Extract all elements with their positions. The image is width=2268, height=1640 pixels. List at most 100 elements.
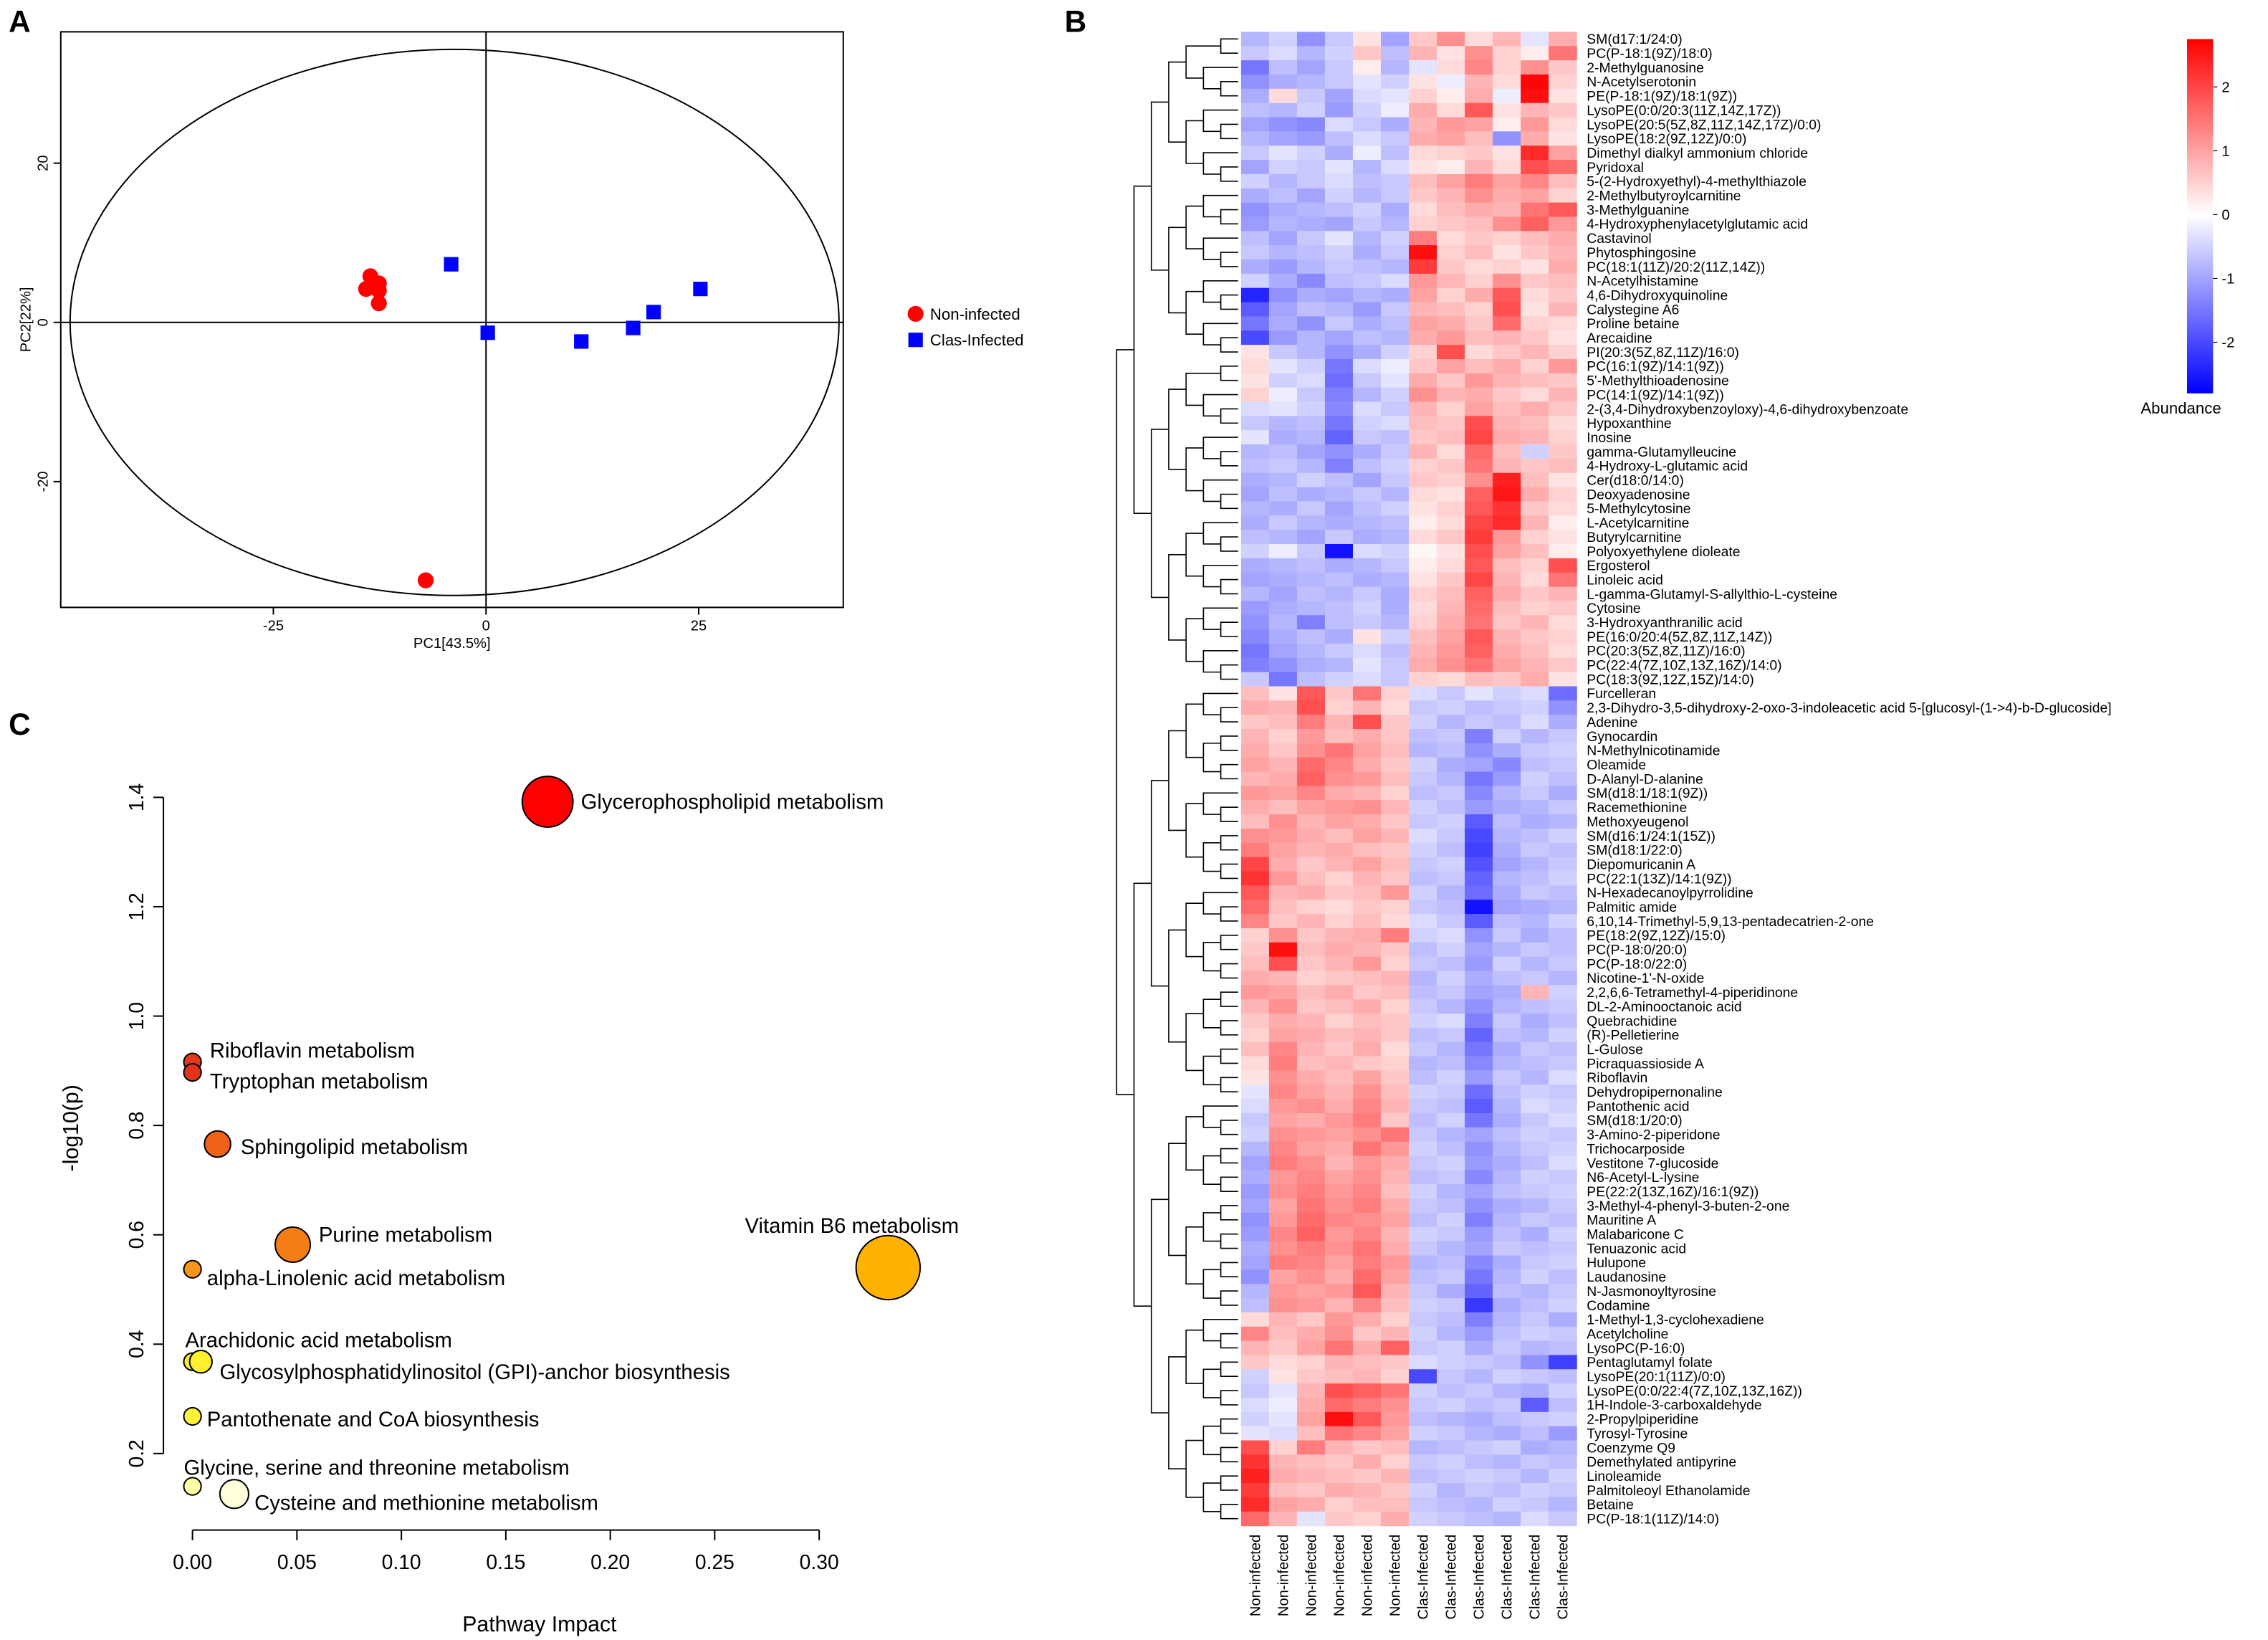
heatmap-cell: [1465, 786, 1493, 801]
heatmap-cell: [1324, 757, 1354, 773]
heatmap-cell: [1352, 88, 1382, 104]
heatmap-cell: [1465, 956, 1493, 972]
heatmap-cell: [1493, 1440, 1521, 1455]
heatmap-cell: [1493, 686, 1521, 701]
heatmap-cell: [1296, 1312, 1326, 1327]
heatmap-cell: [1352, 1070, 1382, 1085]
heatmap-cell: [1521, 786, 1549, 801]
heatmap-cell: [1409, 672, 1437, 687]
heatmap-cell: [1268, 316, 1298, 331]
dendrogram-branch: [1220, 1148, 1238, 1164]
row-label: Furcelleran: [1587, 686, 1656, 702]
heatmap-cell: [1465, 1369, 1493, 1384]
heatmap-cell: [1437, 928, 1465, 943]
heatmap-cell: [1296, 1014, 1326, 1029]
bubble-label: Arachidonic acid metabolism: [186, 1330, 452, 1353]
dendrogram-branch: [1220, 707, 1238, 723]
heatmap-cell: [1380, 358, 1410, 374]
heatmap-cell: [1437, 530, 1465, 545]
heatmap-cell: [1296, 743, 1326, 758]
heatmap-cell: [1324, 771, 1354, 787]
heatmap-cell: [1296, 629, 1326, 644]
dendrogram-branch: [1220, 252, 1238, 267]
heatmap-cell: [1352, 117, 1382, 132]
heatmap-cell: [1240, 1155, 1270, 1171]
heatmap-cell: [1465, 743, 1493, 758]
heatmap-cell: [1296, 515, 1326, 530]
heatmap-cell: [1324, 956, 1354, 972]
heatmap-cell: [1324, 302, 1354, 317]
dendrogram-branch: [1168, 1143, 1187, 1257]
heatmap-cell: [1549, 316, 1577, 331]
heatmap-cell: [1437, 1184, 1465, 1199]
heatmap-cell: [1465, 885, 1493, 900]
row-label: Trichocarposide: [1587, 1141, 1685, 1157]
bubble: [855, 1234, 922, 1301]
heatmap-cell: [1352, 1184, 1382, 1199]
heatmap-cell: [1296, 316, 1326, 331]
heatmap-cell: [1493, 287, 1521, 303]
heatmap-cell: [1493, 657, 1521, 673]
heatmap-cell: [1380, 942, 1410, 958]
heatmap-cell: [1437, 1483, 1465, 1498]
heatmap-cell: [1380, 956, 1410, 972]
heatmap-cell: [1268, 32, 1298, 47]
heatmap-cell: [1493, 88, 1521, 104]
bubble: [521, 776, 574, 828]
heatmap-cell: [1549, 586, 1577, 601]
heatmap-cell: [1409, 302, 1437, 317]
heatmap-cell: [1521, 1184, 1549, 1199]
heatmap-cell: [1240, 1070, 1270, 1085]
heatmap-cell: [1409, 416, 1437, 431]
heatmap-cell: [1296, 757, 1326, 773]
heatmap-cell: [1549, 1397, 1577, 1413]
bubble-label: Pantothenate and CoA biosynthesis: [207, 1408, 540, 1431]
point: [417, 572, 434, 588]
heatmap-cell: [1521, 900, 1549, 915]
heatmap-cell: [1409, 330, 1437, 345]
heatmap-cell: [1521, 117, 1549, 132]
heatmap-cell: [1437, 146, 1465, 161]
heatmap-cell: [1493, 828, 1521, 844]
heatmap-cell: [1549, 1099, 1577, 1114]
row-label: 3-Amino-2-piperidone: [1587, 1128, 1720, 1143]
heatmap-cell: [1409, 971, 1437, 986]
heatmap-cell: [1296, 1269, 1326, 1284]
heatmap-cell: [1465, 1454, 1493, 1469]
heatmap-cell: [1352, 1469, 1382, 1484]
dendrogram-branch: [1220, 1504, 1238, 1520]
heatmap-cell: [1324, 273, 1354, 289]
heatmap-cell: [1437, 358, 1465, 374]
heatmap-cell: [1240, 358, 1270, 374]
heatmap-cell: [1268, 700, 1298, 715]
heatmap-cell: [1437, 543, 1465, 559]
heatmap-cell: [1380, 501, 1410, 516]
heatmap-cell: [1380, 686, 1410, 701]
heatmap-cell: [1380, 1141, 1410, 1157]
row-label: Phytosphingosine: [1587, 245, 1696, 261]
heatmap-cell: [1465, 1170, 1493, 1185]
heatmap-cell: [1465, 985, 1493, 1000]
heatmap-cell: [1352, 416, 1382, 431]
heatmap-cell: [1352, 1170, 1382, 1185]
row-label: Acetylcholine: [1587, 1326, 1668, 1342]
heatmap-cell: [1240, 60, 1270, 75]
heatmap-cell: [1352, 700, 1382, 715]
heatmap-cell: [1296, 871, 1326, 886]
heatmap-cell: [1493, 672, 1521, 687]
heatmap-cell: [1380, 1255, 1410, 1270]
heatmap-cell: [1352, 942, 1382, 958]
heatmap-cell: [1296, 771, 1326, 787]
heatmap-cell: [1296, 999, 1326, 1014]
heatmap-cell: [1437, 1127, 1465, 1143]
heatmap-cell: [1409, 985, 1437, 1000]
heatmap-cell: [1296, 60, 1326, 75]
heatmap-cell: [1352, 871, 1382, 886]
heatmap-cell: [1521, 1141, 1549, 1157]
heatmap-cell: [1437, 387, 1465, 403]
heatmap-cell: [1409, 1269, 1437, 1284]
heatmap-cell: [1493, 32, 1521, 47]
heatmap-cell: [1521, 700, 1549, 715]
heatmap-cell: [1268, 1198, 1298, 1214]
heatmap-cell: [1352, 601, 1382, 616]
